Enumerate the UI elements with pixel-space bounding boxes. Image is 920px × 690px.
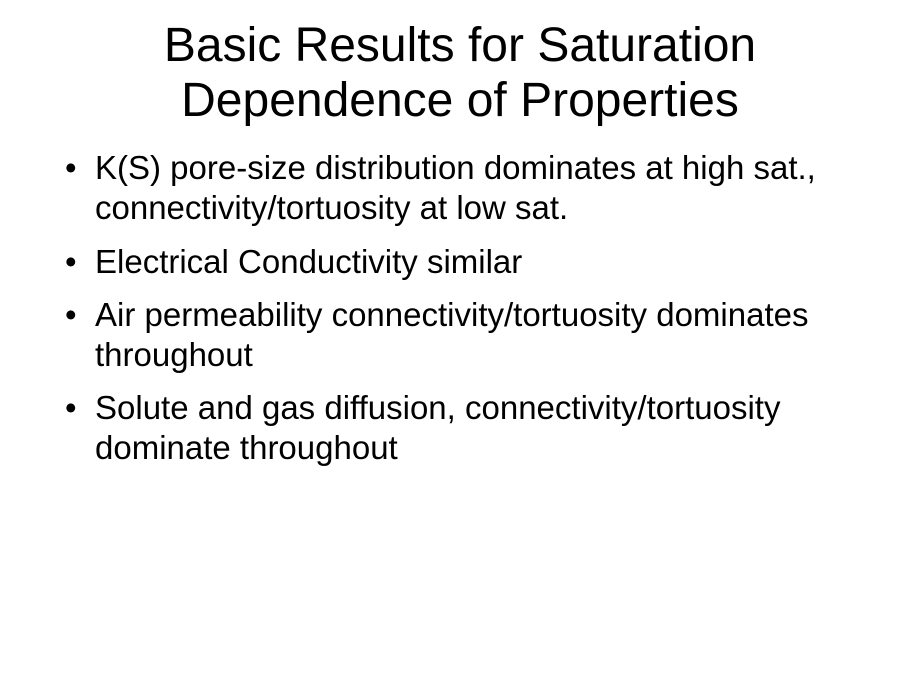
bullet-item: K(S) pore-size distribution dominates at…: [65, 148, 895, 227]
bullet-item: Solute and gas diffusion, connectivity/t…: [65, 388, 895, 467]
bullet-item: Air permeability connectivity/tortuosity…: [65, 295, 895, 374]
slide-title: Basic Results for Saturation Dependence …: [25, 18, 895, 128]
bullet-list: K(S) pore-size distribution dominates at…: [25, 148, 895, 467]
bullet-item: Electrical Conductivity similar: [65, 242, 895, 282]
